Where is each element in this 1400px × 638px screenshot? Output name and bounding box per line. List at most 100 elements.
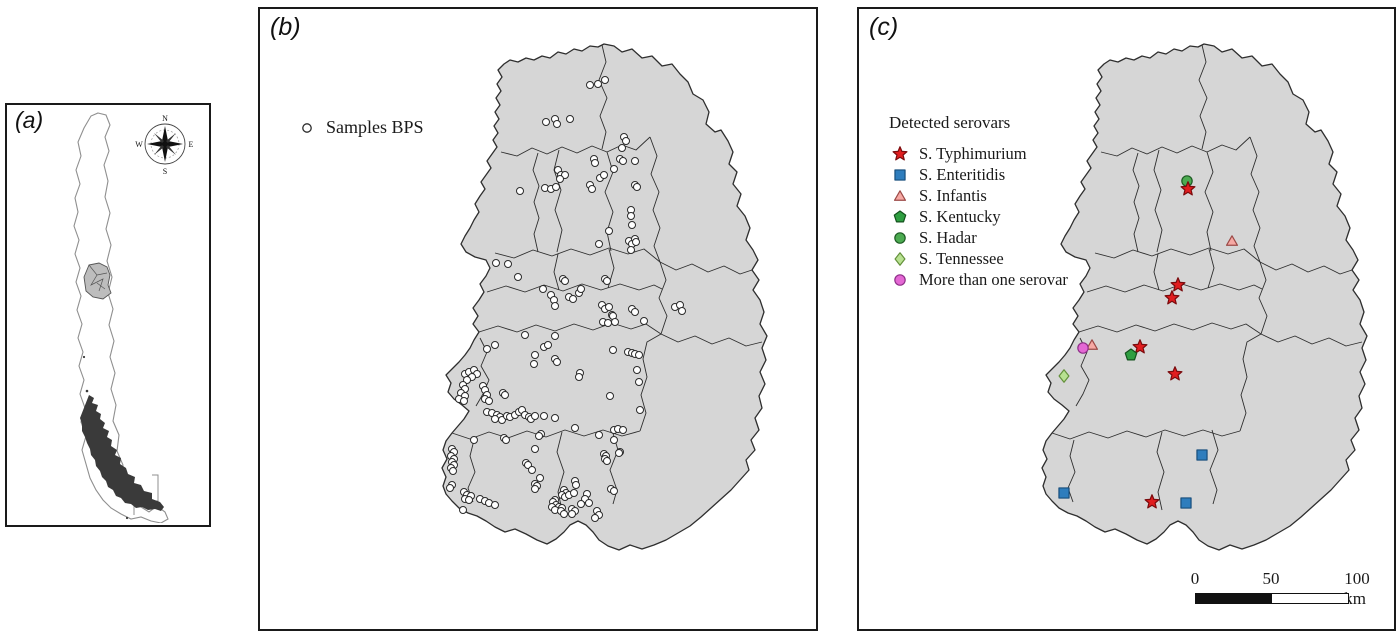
sample-point	[531, 351, 539, 359]
sample-point	[610, 165, 618, 173]
triangle-marker-icon	[893, 189, 907, 201]
sample-point	[561, 277, 569, 285]
sample-point	[491, 415, 499, 423]
sample-point	[530, 360, 538, 368]
sample-point	[492, 259, 500, 267]
legend-row-kentucky: S. Kentucky	[889, 206, 1119, 227]
sample-point	[535, 432, 543, 440]
sample-point	[575, 373, 583, 381]
sample-point	[622, 137, 630, 145]
sample-point	[566, 115, 574, 123]
sample-point	[459, 506, 467, 514]
compass-rose: N E S W	[135, 114, 193, 176]
sample-point	[504, 260, 512, 268]
sample-point	[483, 345, 491, 353]
compass-w: W	[135, 140, 143, 149]
sample-point	[531, 445, 539, 453]
sample-point	[551, 332, 559, 340]
panel-c-serovars-map: (c) Detected serovars S. Typhimurium S. E…	[857, 7, 1396, 631]
legend-label-multiple: More than one serovar	[919, 269, 1068, 289]
legend-row-enteritidis: S. Enteritidis	[889, 164, 1119, 185]
sample-point	[635, 351, 643, 359]
sample-point	[615, 449, 623, 457]
sample-point	[627, 246, 635, 254]
sample-point	[465, 496, 473, 504]
sample-point	[640, 317, 648, 325]
chile-highlight-region	[83, 262, 112, 300]
serovar-legend-rows: S. Typhimurium S. Enteritidis S. Infantis S…	[889, 143, 1119, 290]
sample-point	[501, 391, 509, 399]
chile-outline	[73, 112, 169, 523]
serovar-legend-title: Detected serovars	[889, 113, 1011, 132]
sample-point	[577, 500, 585, 508]
sample-point	[485, 397, 493, 405]
circle-marker-icon	[894, 231, 906, 244]
star-marker-icon	[892, 145, 908, 160]
sample-point	[572, 481, 580, 489]
sample-point	[610, 436, 618, 444]
islet	[125, 516, 129, 520]
legend-row-infantis: S. Infantis	[889, 185, 1119, 206]
region-map-b	[441, 43, 768, 551]
sample-point	[553, 358, 561, 366]
compass-e: E	[189, 140, 194, 149]
sample-point	[678, 307, 686, 315]
sample-point	[502, 436, 510, 444]
scalebar-label-50: 50	[1262, 569, 1280, 588]
samples-legend: Samples BPS	[300, 117, 424, 138]
islet	[82, 355, 86, 359]
sample-point	[627, 212, 635, 220]
sample-point	[585, 499, 593, 507]
sample-point	[491, 501, 499, 509]
sample-point	[531, 412, 539, 420]
diamond-marker-icon	[894, 251, 906, 266]
sample-point	[633, 366, 641, 374]
sample-point	[609, 346, 617, 354]
panel-c-label: (c)	[869, 13, 899, 41]
panel-b-label: (b)	[270, 13, 301, 41]
serovar-marker-enteritidis	[1180, 497, 1192, 509]
legend-row-multiple: More than one serovar	[889, 269, 1119, 290]
sample-point	[542, 118, 550, 126]
sample-point	[470, 436, 478, 444]
sample-point	[577, 285, 585, 293]
sample-point	[521, 331, 529, 339]
sample-point	[460, 397, 468, 405]
sample-point	[604, 319, 612, 327]
sample-point	[600, 171, 608, 179]
sample-point	[619, 157, 627, 165]
pentagon-marker-icon	[893, 209, 907, 222]
panel-b-samples-map: (b) Samples BPS	[258, 7, 818, 631]
legend-label-tennessee: S. Tennessee	[919, 248, 1004, 268]
sample-point	[595, 240, 603, 248]
scalebar-label-0: 0	[1190, 569, 1200, 588]
sample-point	[636, 406, 644, 414]
sample-point	[603, 457, 611, 465]
sample-point	[556, 175, 564, 183]
sample-point	[449, 467, 457, 475]
sample-point	[551, 302, 559, 310]
sample-point	[514, 273, 522, 281]
serovar-marker-typhimurium	[1132, 339, 1148, 354]
legend-label-kentucky: S. Kentucky	[919, 206, 1001, 226]
samples-legend-label: Samples BPS	[326, 117, 424, 137]
region-outline-with-comunas	[441, 43, 768, 551]
sample-point	[591, 159, 599, 167]
serovar-marker-kentucky	[1124, 348, 1138, 361]
sample-point	[528, 466, 536, 474]
square-marker-icon	[894, 168, 906, 181]
sample-point	[536, 474, 544, 482]
sample-point	[570, 489, 578, 497]
compass-n: N	[162, 114, 168, 123]
sample-point	[631, 308, 639, 316]
sample-point	[586, 81, 594, 89]
sample-point	[610, 487, 618, 495]
sample-point	[601, 76, 609, 84]
sample-point	[632, 238, 640, 246]
scalebar-bar	[1195, 593, 1349, 604]
serovar-marker-infantis	[1085, 339, 1099, 350]
chile-map: N E S W	[73, 112, 194, 523]
sample-point	[446, 484, 454, 492]
sample-point	[594, 80, 602, 88]
sample-point	[553, 120, 561, 128]
